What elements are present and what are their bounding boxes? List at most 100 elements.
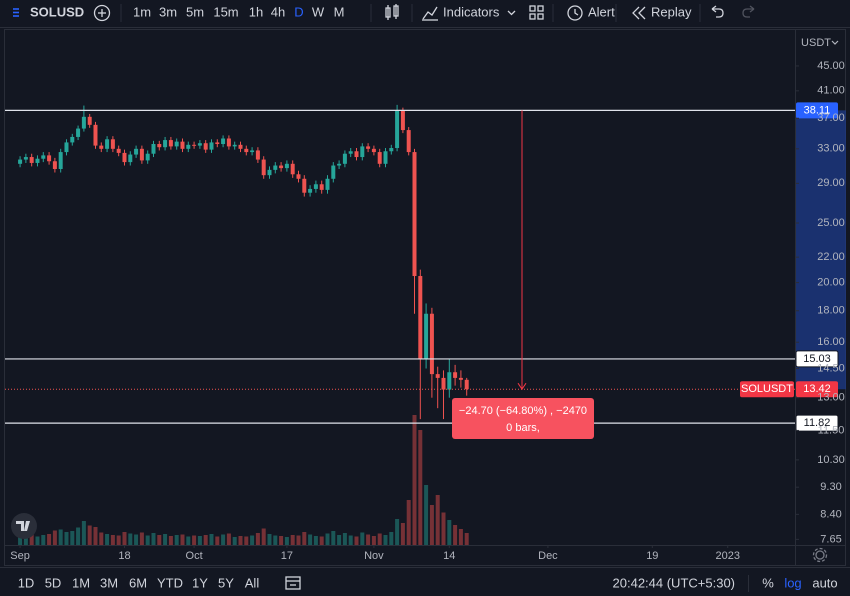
candle-body [406, 130, 411, 153]
volume-bar [348, 535, 353, 545]
candle-body [41, 155, 46, 159]
candle-body [52, 161, 57, 169]
symbol-icon[interactable] [13, 8, 19, 17]
candle-body [76, 128, 81, 137]
candle-body [110, 139, 115, 149]
volume-bar [18, 534, 23, 545]
indicators-dropdown[interactable] [507, 10, 516, 16]
interval-button[interactable]: 1h [249, 4, 263, 19]
price-label: 38.11 [804, 104, 831, 116]
range-button[interactable]: 1Y [192, 575, 208, 590]
candle-body [279, 165, 284, 169]
auto-toggle[interactable]: auto [812, 575, 837, 590]
candle-body [464, 379, 469, 390]
volume-bar [435, 495, 440, 545]
currency-dropdown[interactable] [831, 40, 839, 45]
candle-body [163, 140, 168, 148]
alert-button[interactable]: Alert [588, 4, 615, 19]
candle-body [273, 165, 278, 170]
interval-button[interactable]: 15m [213, 4, 238, 19]
interval-button[interactable]: 3m [159, 4, 177, 19]
candle-body [441, 377, 446, 390]
candle-body [261, 159, 266, 176]
compare-button[interactable] [93, 4, 111, 22]
candle-body [250, 150, 255, 153]
volume-bar [342, 533, 347, 545]
volume-bar [163, 534, 168, 545]
volume-bar [377, 533, 382, 545]
candle-body [128, 154, 133, 163]
volume-bar [139, 532, 144, 545]
price-label-bg [795, 414, 839, 432]
range-button[interactable]: YTD [157, 575, 183, 590]
measure-arrowhead [517, 382, 527, 391]
candle-body [354, 151, 359, 158]
replay-button[interactable]: Replay [651, 4, 692, 19]
candle-body [23, 157, 28, 160]
alert-icon[interactable] [567, 5, 583, 21]
candle-body [64, 142, 69, 153]
last-price-label-bg [796, 381, 838, 398]
percent-toggle[interactable]: % [762, 575, 774, 590]
layout-button[interactable] [529, 5, 544, 20]
candle-body [122, 152, 127, 163]
volume-bar [122, 532, 127, 545]
candle-body [145, 153, 150, 161]
measure-text: −24.70 (−64.80%) , −2470 [459, 405, 587, 417]
interval-button[interactable]: 1m [133, 4, 151, 19]
volume-bar [354, 536, 359, 545]
x-tick-label: 2023 [715, 550, 739, 562]
candle-body [174, 141, 179, 147]
volume-bar [134, 534, 139, 545]
date-range-button[interactable] [285, 576, 301, 590]
candle-body [290, 163, 295, 175]
clock[interactable]: 20:42:44 (UTC+5:30) [613, 575, 735, 590]
x-tick-label: Sep [10, 550, 30, 562]
volume-bar [406, 500, 411, 545]
candle-body [215, 142, 220, 145]
candle-body [337, 163, 342, 166]
volume-bar [76, 527, 81, 545]
range-button[interactable]: 1D [18, 575, 35, 590]
y-tick-label: 10.30 [817, 454, 845, 466]
settings-button[interactable] [812, 547, 828, 563]
volume-bar [313, 536, 318, 545]
range-button[interactable]: 5D [45, 575, 62, 590]
replay-icon[interactable] [632, 6, 646, 20]
last-price-label: 13.42 [803, 383, 831, 395]
candle-body [93, 124, 98, 146]
volume-bar [23, 536, 28, 545]
range-button[interactable]: 1M [72, 575, 90, 590]
volume-bar [70, 531, 75, 545]
symbol[interactable]: SOLUSD [30, 4, 84, 19]
interval-button[interactable]: 4h [271, 4, 285, 19]
range-button[interactable]: 3M [100, 575, 118, 590]
interval-button[interactable]: M [334, 4, 345, 19]
indicators-icon[interactable] [422, 6, 438, 21]
volume-bar [81, 521, 86, 545]
candle-body [105, 139, 110, 149]
volume-bar [255, 533, 260, 545]
y-tick-label: 20.00 [817, 277, 845, 289]
plot [18, 104, 469, 545]
interval-button[interactable]: 5m [186, 4, 204, 19]
candle-body [342, 153, 347, 164]
volume-bar [157, 535, 162, 545]
undo-button[interactable] [711, 5, 724, 18]
candle-body [360, 146, 365, 158]
interval-button[interactable]: W [312, 4, 325, 19]
y-tick-label: 14.50 [817, 362, 845, 374]
chart-type-button[interactable] [385, 4, 399, 20]
log-toggle[interactable]: log [784, 575, 801, 590]
indicators-button[interactable]: Indicators [443, 4, 500, 19]
redo-button[interactable] [742, 5, 755, 18]
range-button[interactable]: All [245, 575, 260, 590]
volume-bar [29, 533, 34, 545]
x-tick-label: 18 [118, 550, 130, 562]
currency-label[interactable]: USDT [801, 37, 831, 49]
x-tick-label: 14 [443, 550, 455, 562]
volume-bar [180, 534, 185, 545]
range-button[interactable]: 5Y [218, 575, 234, 590]
range-button[interactable]: 6M [129, 575, 147, 590]
interval-button[interactable]: D [294, 4, 303, 19]
